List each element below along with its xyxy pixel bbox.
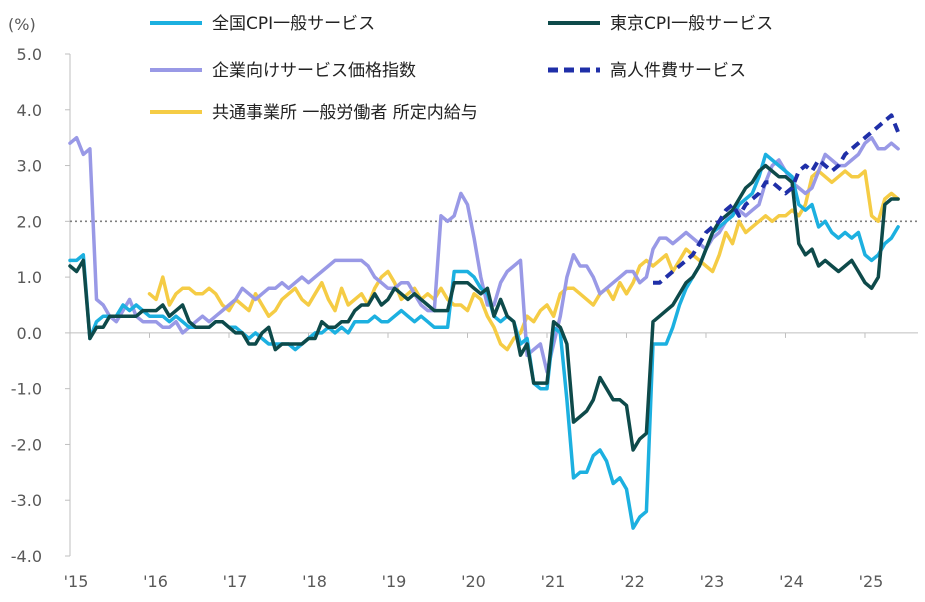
x-tick-label: '22 [620, 572, 645, 591]
x-tick-label: '21 [541, 572, 566, 591]
x-tick-label: '15 [64, 572, 89, 591]
legend-label-2: 東京CPI一般サービス [610, 14, 773, 34]
x-tick-label: '17 [223, 572, 248, 591]
y-unit-label: (%) [8, 15, 36, 34]
y-tick-label: 1.0 [17, 268, 42, 287]
y-tick-label: 2.0 [17, 212, 42, 231]
x-tick-label: '24 [779, 572, 804, 591]
x-tick-label: '25 [859, 572, 884, 591]
y-tick-label: 5.0 [17, 45, 42, 64]
y-tick-label: 3.0 [17, 157, 42, 176]
x-tick-label: '18 [302, 572, 327, 591]
legend-label-1: 全国CPI一般サービス [212, 14, 375, 34]
x-tick-label: '16 [143, 572, 168, 591]
x-tick-label: '19 [382, 572, 407, 591]
series-line-4 [653, 113, 900, 285]
y-tick-label: 0.0 [17, 324, 42, 343]
x-tick-label: '23 [700, 572, 725, 591]
y-tick-label: -4.0 [11, 547, 42, 566]
x-tick-label: '20 [461, 572, 486, 591]
y-tick-label: -2.0 [11, 435, 42, 454]
series-line-1 [68, 152, 900, 530]
legend-label-5: 共通事業所 一般労働者 所定内給与 [212, 103, 478, 123]
series-line-2 [68, 163, 900, 452]
y-tick-label: -1.0 [11, 380, 42, 399]
legend-label-3: 企業向けサービス価格指数 [212, 61, 416, 81]
y-tick-label: -3.0 [11, 491, 42, 510]
legend-label-4: 高人件費サービス [610, 61, 746, 81]
y-tick-label: 4.0 [17, 101, 42, 120]
